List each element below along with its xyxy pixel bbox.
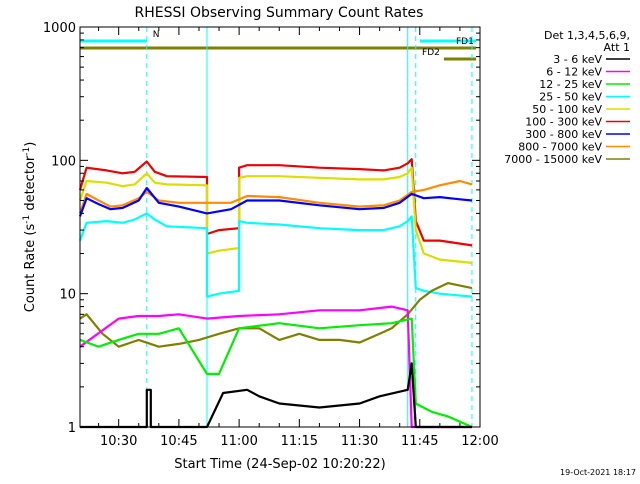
flag-label-fd1: FD1 (456, 37, 474, 47)
legend-entry-label-3: 25 - 50 keV (539, 91, 602, 104)
x-axis-ticks: 10:30 10:45 11:00 11:15 11:30 11:45 12:00 (98, 27, 499, 449)
legend-header-line2: Att 1 (604, 41, 630, 54)
series-lines (78, 158, 473, 429)
legend-entry-label-1: 6 - 12 keV (546, 66, 602, 79)
y-axis-label-sup1: -1 (22, 215, 32, 224)
y-tick-label: 1 (68, 421, 76, 436)
series-line-7 (79, 317, 473, 429)
x-tick-label: 10:45 (160, 434, 197, 449)
series-line-6 (79, 305, 472, 429)
y-axis-label-sup2: -1 (22, 147, 32, 156)
flag-bars: N FD1 FD2 (80, 30, 476, 61)
y-axis-label-mid: detector (23, 155, 38, 215)
x-tick-label: 11:00 (220, 434, 257, 449)
flag-label-fd2: FD2 (422, 48, 440, 58)
series-line-5 (79, 282, 473, 348)
legend-entry-label-0: 3 - 6 keV (553, 53, 602, 66)
y-axis-label-prefix: Count Rate (s (23, 224, 38, 313)
chart-title: RHESSI Observing Summary Count Rates (135, 5, 424, 21)
y-axis-ticks: 1 10 100 1000 (43, 21, 480, 436)
x-tick-label: 10:30 (100, 434, 137, 449)
series-line-0 (78, 158, 473, 247)
legend-entry-label-4: 50 - 100 keV (532, 103, 602, 116)
legend-entry-label-8: 7000 - 15000 keV (504, 153, 602, 166)
series-line-4 (78, 186, 473, 217)
legend-header-line1: Det 1,3,4,5,6,9, (544, 29, 630, 42)
y-tick-label: 1000 (43, 21, 76, 36)
y-tick-label: 100 (51, 154, 76, 169)
legend-entry-label-2: 12 - 25 keV (539, 78, 602, 91)
x-tick-label: 11:15 (281, 434, 318, 449)
flag-label-n: N (153, 30, 160, 40)
plot-frame (79, 26, 481, 428)
footer-date: 19-Oct-2021 18:17 (560, 468, 636, 477)
series-line-3 (78, 179, 473, 214)
y-tick-label: 10 (59, 288, 76, 303)
series-line-1 (78, 166, 473, 264)
x-tick-label: 12:00 (461, 434, 498, 449)
legend-entry-label-5: 100 - 300 keV (525, 116, 602, 129)
series-line-2 (78, 212, 473, 298)
x-tick-label: 11:30 (341, 434, 378, 449)
legend-entry-label-6: 300 - 800 keV (525, 128, 602, 141)
y-axis-label-suffix: ) (23, 142, 38, 147)
series-line-8 (80, 362, 472, 429)
x-tick-label: 11:45 (401, 434, 438, 449)
y-axis-label: Count Rate (s-1 detector-1) (22, 142, 38, 313)
legend-entry-label-7: 800 - 7000 keV (518, 141, 602, 154)
x-axis-label: Start Time (24-Sep-02 10:20:22) (174, 457, 385, 472)
